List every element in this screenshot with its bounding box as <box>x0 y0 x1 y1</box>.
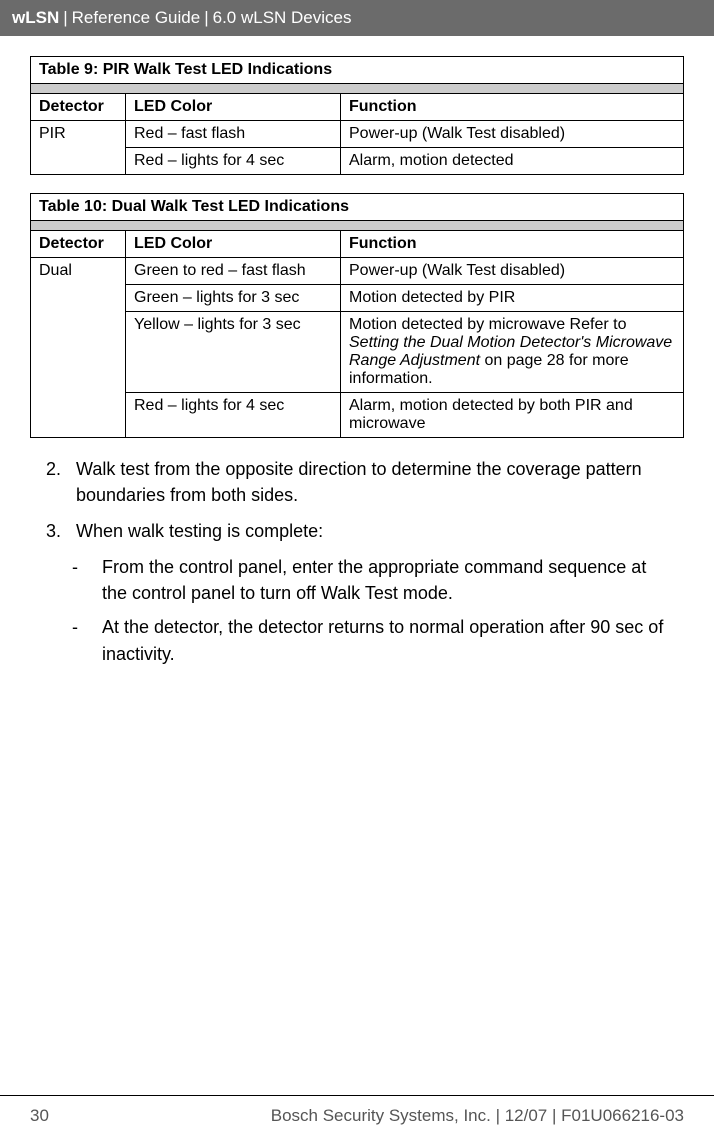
table-9-r1-led: Red – lights for 4 sec <box>126 148 341 175</box>
table-10-col-function: Function <box>341 231 684 258</box>
instruction-3-num: 3. <box>40 518 76 544</box>
table-10-col-detector: Detector <box>31 231 126 258</box>
instruction-2-num: 2. <box>40 456 76 508</box>
table-9-col-led: LED Color <box>126 94 341 121</box>
page-content: Table 9: PIR Walk Test LED Indications D… <box>0 36 714 667</box>
instruction-3-text: When walk testing is complete: <box>76 518 323 544</box>
header-guide: Reference Guide <box>72 8 201 28</box>
footer-page-number: 30 <box>30 1106 49 1126</box>
table-10-r2-func-pre: Motion detected by microwave Refer to <box>349 316 626 333</box>
table-9: Table 9: PIR Walk Test LED Indications D… <box>30 56 684 175</box>
table-9-col-function: Function <box>341 94 684 121</box>
instructions: 2. Walk test from the opposite direction… <box>30 456 684 667</box>
table-10-r1-led: Green – lights for 3 sec <box>126 285 341 312</box>
table-9-col-detector: Detector <box>31 94 126 121</box>
header-section: 6.0 wLSN Devices <box>213 8 352 28</box>
table-10-r1-func: Motion detected by PIR <box>341 285 684 312</box>
table-10-gray-row <box>31 221 684 231</box>
instruction-dash-2: - At the detector, the detector returns … <box>40 614 674 666</box>
instruction-dash-1: - From the control panel, enter the appr… <box>40 554 674 606</box>
table-10-title: Table 10: Dual Walk Test LED Indications <box>31 194 684 221</box>
header-product: wLSN <box>12 8 59 28</box>
table-9-detector: PIR <box>31 121 126 175</box>
footer-text: Bosch Security Systems, Inc. | 12/07 | F… <box>271 1106 684 1126</box>
table-9-r0-led: Red – fast flash <box>126 121 341 148</box>
instruction-dash-1-text: From the control panel, enter the approp… <box>102 554 674 606</box>
table-10-r2-led: Yellow – lights for 3 sec <box>126 312 341 393</box>
table-10-col-led: LED Color <box>126 231 341 258</box>
instruction-dash-2-mark: - <box>72 614 102 666</box>
table-9-r0-func: Power-up (Walk Test disabled) <box>341 121 684 148</box>
table-10: Table 10: Dual Walk Test LED Indications… <box>30 193 684 438</box>
instruction-3: 3. When walk testing is complete: <box>40 518 674 544</box>
instruction-dash-1-mark: - <box>72 554 102 606</box>
table-10-r3-led: Red – lights for 4 sec <box>126 393 341 438</box>
document-header: wLSN | Reference Guide | 6.0 wLSN Device… <box>0 0 714 36</box>
table-9-r1-func: Alarm, motion detected <box>341 148 684 175</box>
table-10-detector: Dual <box>31 258 126 438</box>
table-10-r0-func: Power-up (Walk Test disabled) <box>341 258 684 285</box>
header-sep2: | <box>204 8 208 28</box>
header-sep1: | <box>63 8 67 28</box>
instruction-2: 2. Walk test from the opposite direction… <box>40 456 674 508</box>
page-footer: 30 Bosch Security Systems, Inc. | 12/07 … <box>0 1095 714 1126</box>
table-10-r3-func: Alarm, motion detected by both PIR and m… <box>341 393 684 438</box>
table-9-title: Table 9: PIR Walk Test LED Indications <box>31 57 684 84</box>
instruction-2-text: Walk test from the opposite direction to… <box>76 456 674 508</box>
instruction-dash-2-text: At the detector, the detector returns to… <box>102 614 674 666</box>
table-9-gray-row <box>31 84 684 94</box>
table-10-r0-led: Green to red – fast flash <box>126 258 341 285</box>
table-10-r2-func: Motion detected by microwave Refer to Se… <box>341 312 684 393</box>
